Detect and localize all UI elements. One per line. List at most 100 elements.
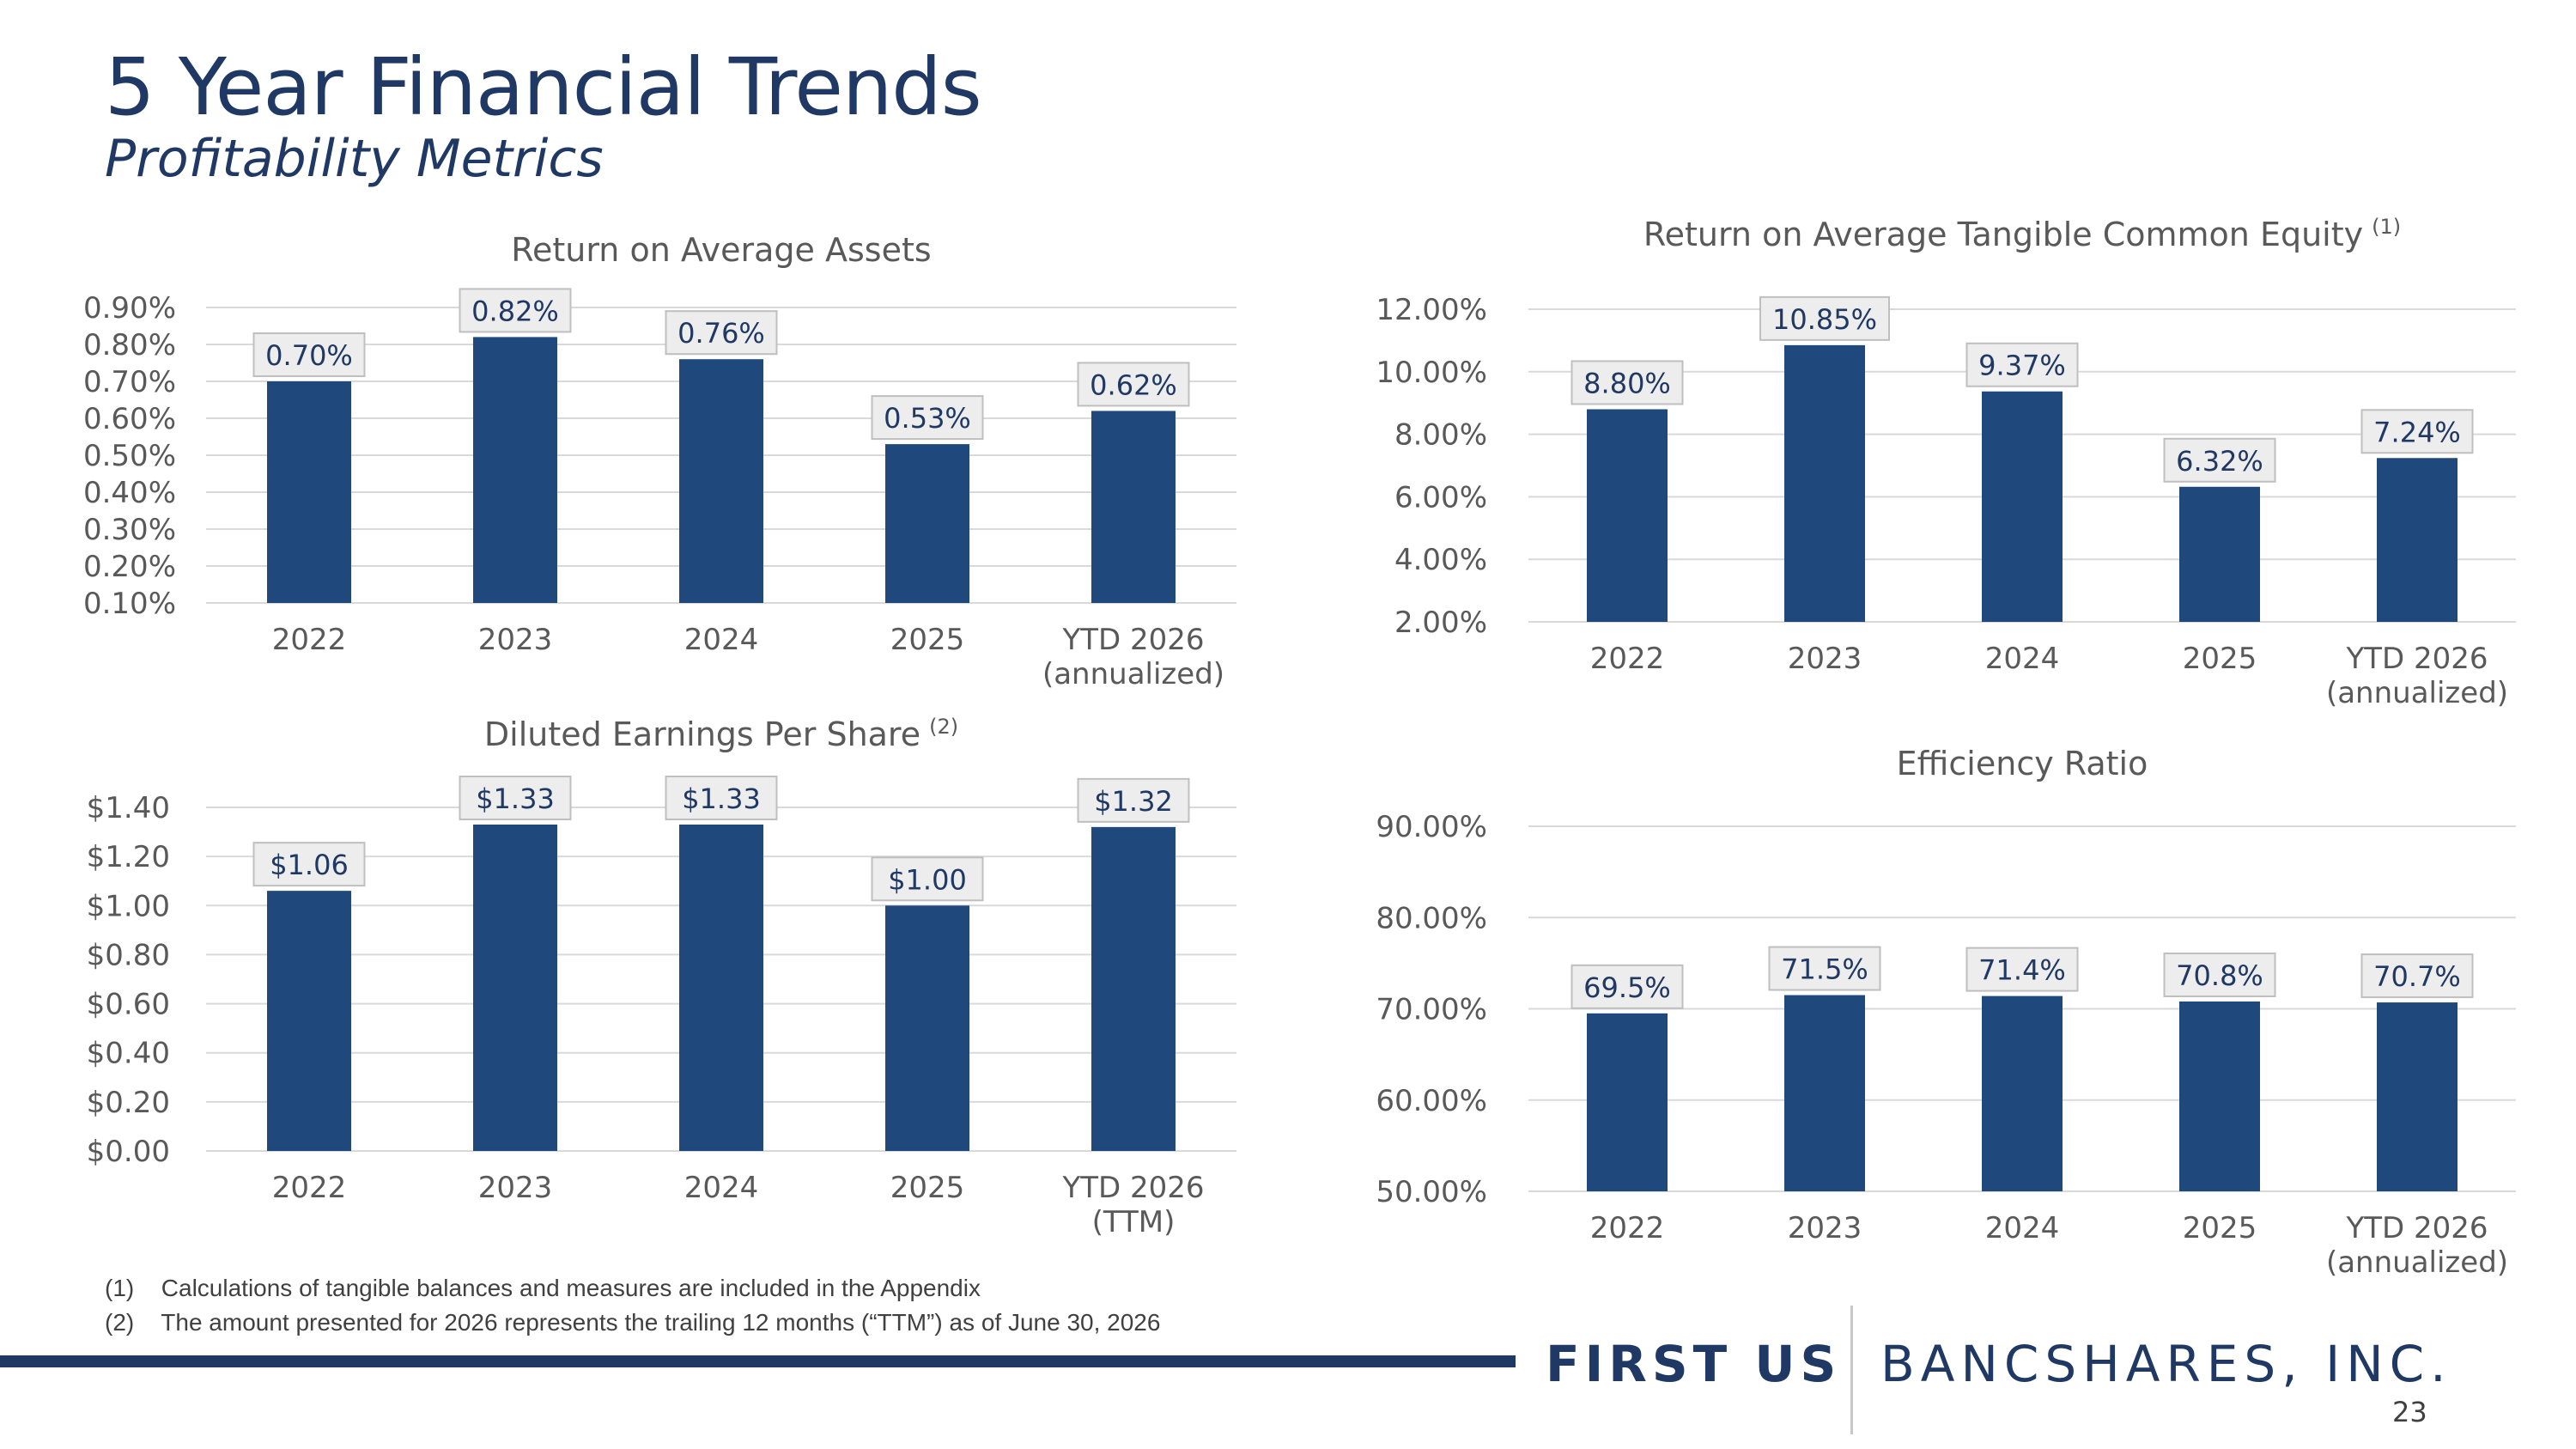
x-tick-label: (annualized) [2326, 676, 2508, 710]
data-label-box [1077, 362, 1190, 407]
bar [2179, 1002, 2260, 1191]
chart-return-on-tangible-common-equity: Return on Average Tangible Common Equity… [1376, 215, 2516, 710]
x-tick-label: 2024 [1985, 1211, 2060, 1245]
data-label-box [1759, 295, 1890, 341]
data-label-box [2360, 953, 2474, 999]
y-tick-label: 0.60% [83, 402, 176, 436]
logo-bancshares: BANCSHARES, INC. [1880, 1335, 2452, 1393]
x-tick-label: YTD 2026 [1061, 1171, 1204, 1205]
y-tick-label: 60.00% [1376, 1084, 1487, 1118]
data-label: 0.82% [471, 295, 559, 327]
y-tick-label: $1.40 [87, 791, 170, 825]
x-tick-label: 2023 [1788, 642, 1862, 676]
y-tick-label: 12.00% [1376, 293, 1487, 327]
x-tick-label: YTD 2026 [2345, 642, 2488, 676]
x-tick-label: 2025 [2183, 642, 2257, 676]
y-tick-label: 0.10% [83, 587, 176, 621]
x-tick-label: (annualized) [2326, 1245, 2508, 1280]
x-tick-label: 2024 [684, 1171, 759, 1205]
bar [1091, 826, 1176, 1151]
page-number: 23 [2392, 1396, 2427, 1428]
data-label: $1.33 [682, 782, 761, 815]
y-tick-label: 6.00% [1394, 480, 1487, 514]
footnote-1: (1) Calculations of tangible balances an… [105, 1271, 1160, 1306]
y-tick-label: 8.00% [1394, 418, 1487, 453]
data-label: 0.53% [884, 402, 971, 435]
data-label: 9.37% [1978, 350, 2066, 382]
y-tick-label: $0.40 [87, 1037, 170, 1071]
bar [885, 905, 969, 1151]
logo-divider [1850, 1306, 1853, 1434]
bar [679, 359, 763, 603]
x-tick-label: 2023 [478, 1171, 553, 1205]
chart-title: Return on Average Assets [511, 231, 931, 269]
data-label: 71.4% [1978, 954, 2066, 987]
footnotes: (1) Calculations of tangible balances an… [105, 1271, 1160, 1340]
slide-subtitle: Profitability Metrics [105, 129, 604, 189]
data-label: 6.32% [2176, 445, 2263, 478]
data-label: $1.06 [270, 849, 349, 881]
company-logo: FIRST US BANCSHARES, INC. [1546, 1297, 2499, 1434]
footer-rule [0, 1355, 1516, 1367]
data-label-box [1965, 947, 2079, 992]
data-label-box [871, 856, 984, 902]
x-tick-label: 2025 [2183, 1211, 2257, 1245]
x-tick-label: (TTM) [1092, 1205, 1176, 1239]
data-label: 7.24% [2373, 416, 2461, 448]
data-label: 10.85% [1772, 303, 1877, 336]
data-label: 70.7% [2373, 960, 2461, 993]
bar [267, 381, 351, 603]
y-tick-label: 4.00% [1394, 543, 1487, 577]
bar [1784, 344, 1865, 622]
footnote-text: The amount presented for 2026 represents… [161, 1309, 1161, 1336]
data-label: 71.5% [1781, 953, 1868, 986]
bar [1982, 995, 2063, 1191]
bar [473, 825, 557, 1151]
y-tick-label: $0.60 [87, 988, 170, 1022]
x-tick-label: 2022 [1590, 642, 1665, 676]
data-label-box [459, 288, 572, 333]
x-tick-label: 2025 [890, 1171, 965, 1205]
data-label-box [665, 310, 778, 356]
bar [679, 825, 763, 1151]
y-tick-label: 80.00% [1376, 901, 1487, 935]
x-tick-label: 2024 [1985, 642, 2060, 676]
data-label-box [1965, 342, 2079, 387]
chart-title: Return on Average Tangible Common Equity… [1643, 215, 2401, 253]
data-label-box [1077, 777, 1190, 823]
y-tick-label: 0.70% [83, 365, 176, 399]
bar [2179, 486, 2260, 622]
x-tick-label: YTD 2026 [2345, 1211, 2488, 1245]
data-label-box [665, 776, 778, 820]
data-label: $1.32 [1094, 785, 1173, 818]
chart-title-note: (2) [929, 715, 958, 739]
y-tick-label: 2.00% [1394, 606, 1487, 640]
data-label-box [1768, 946, 1881, 991]
data-label: 70.8% [2176, 959, 2263, 992]
data-label-box [252, 332, 366, 377]
x-tick-label: 2023 [1788, 1211, 1862, 1245]
x-tick-label: 2022 [272, 1171, 347, 1205]
chart-title-note: (1) [2372, 215, 2401, 239]
bar [1587, 409, 1668, 622]
y-tick-label: 0.30% [83, 513, 176, 547]
data-label: $1.00 [888, 863, 967, 896]
data-label: 8.80% [1583, 367, 1671, 399]
y-tick-label: $0.80 [87, 938, 170, 972]
y-tick-label: $0.00 [87, 1135, 170, 1169]
data-label-box [252, 842, 366, 887]
y-tick-label: $0.20 [87, 1086, 170, 1120]
data-label-box [2163, 953, 2276, 997]
data-label: 69.5% [1583, 971, 1671, 1004]
x-tick-label: 2022 [272, 623, 347, 657]
bar [1784, 995, 1865, 1191]
bar [1587, 1013, 1668, 1191]
x-tick-label: YTD 2026 [1061, 623, 1204, 657]
chart-efficiency-ratio: Efficiency Ratio 90.00% 80.00% 70.00% 60.00%… [1376, 745, 2516, 1280]
y-tick-label: 50.00% [1376, 1175, 1487, 1209]
data-label-box [871, 395, 984, 441]
y-tick-label: 0.40% [83, 476, 176, 510]
chart-title: Diluted Earnings Per Share (2) [484, 715, 958, 753]
bar [885, 444, 969, 603]
y-tick-label: 70.00% [1376, 993, 1487, 1027]
